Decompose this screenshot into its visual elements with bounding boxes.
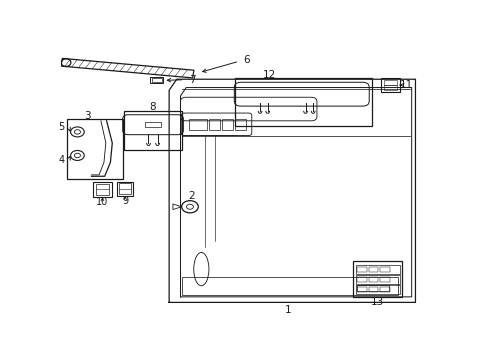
Bar bbox=[383, 85, 396, 90]
Bar bbox=[123, 111, 182, 150]
Bar bbox=[150, 77, 163, 84]
Bar bbox=[235, 78, 371, 126]
Bar bbox=[357, 276, 366, 283]
Bar bbox=[117, 182, 133, 195]
Bar bbox=[355, 265, 399, 274]
Text: 10: 10 bbox=[96, 197, 108, 207]
Bar bbox=[380, 287, 389, 292]
Text: 1: 1 bbox=[285, 305, 291, 315]
Bar bbox=[381, 78, 399, 92]
Text: 7: 7 bbox=[189, 75, 196, 85]
Bar bbox=[368, 276, 378, 283]
Bar bbox=[356, 285, 388, 291]
Bar bbox=[145, 122, 160, 127]
Text: 12: 12 bbox=[263, 69, 276, 80]
Bar bbox=[380, 267, 389, 273]
Bar bbox=[188, 119, 206, 130]
Bar bbox=[152, 78, 161, 82]
Bar bbox=[222, 119, 232, 130]
Text: 5: 5 bbox=[59, 122, 65, 132]
Bar bbox=[357, 287, 366, 292]
Bar bbox=[96, 184, 109, 195]
Text: 6: 6 bbox=[243, 55, 250, 65]
Bar bbox=[119, 184, 131, 194]
Bar bbox=[209, 119, 220, 130]
Text: 9: 9 bbox=[122, 195, 128, 206]
Bar bbox=[235, 119, 245, 130]
Bar bbox=[368, 267, 378, 273]
Bar bbox=[383, 80, 396, 85]
Text: 8: 8 bbox=[148, 102, 155, 112]
Bar bbox=[368, 287, 378, 292]
Bar bbox=[93, 182, 111, 197]
Text: 13: 13 bbox=[370, 297, 384, 307]
Bar bbox=[380, 276, 389, 283]
Text: 3: 3 bbox=[84, 111, 91, 121]
Text: 4: 4 bbox=[59, 155, 65, 165]
Text: 2: 2 bbox=[188, 191, 195, 201]
Bar bbox=[357, 267, 366, 273]
Bar bbox=[61, 58, 194, 78]
Bar bbox=[355, 275, 399, 284]
Bar bbox=[352, 261, 401, 297]
Bar bbox=[355, 285, 399, 294]
Text: 11: 11 bbox=[399, 80, 412, 90]
Bar bbox=[182, 278, 398, 296]
Bar bbox=[67, 120, 122, 179]
